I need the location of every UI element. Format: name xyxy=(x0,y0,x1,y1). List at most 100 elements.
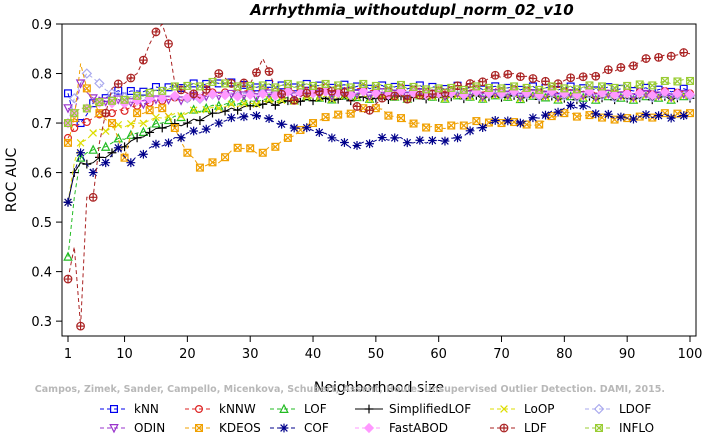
legend-label: SimplifiedLOF xyxy=(389,402,471,416)
data-point xyxy=(107,148,117,158)
data-point xyxy=(528,89,538,99)
marker-cross xyxy=(64,119,72,127)
data-point xyxy=(572,112,581,121)
data-point xyxy=(195,163,204,172)
legend-item-LOF: LOF xyxy=(270,402,327,416)
marker-plus xyxy=(202,86,210,93)
marker-ring xyxy=(440,88,450,98)
data-point xyxy=(515,118,525,128)
data-point xyxy=(76,321,85,331)
marker-box xyxy=(422,123,431,132)
data-point xyxy=(202,105,211,114)
y-tick-label: 0.9 xyxy=(31,18,52,33)
data-point xyxy=(126,158,136,168)
marker-box xyxy=(170,82,179,91)
x-tick-label: 80 xyxy=(556,347,573,362)
data-point xyxy=(257,88,268,100)
data-point xyxy=(623,81,632,90)
data-point xyxy=(221,79,230,88)
data-point xyxy=(113,143,123,153)
data-point xyxy=(684,89,696,100)
marker-cross xyxy=(472,117,481,125)
data-point xyxy=(152,113,160,122)
marker-plus xyxy=(542,77,549,85)
marker-plus xyxy=(655,53,662,61)
series-COF xyxy=(63,100,691,207)
data-point xyxy=(270,100,280,110)
legend-marker xyxy=(195,424,204,433)
marker-cross xyxy=(133,91,141,100)
marker-plus xyxy=(454,82,461,90)
marker-cross xyxy=(120,153,129,162)
data-point xyxy=(566,73,576,83)
data-point xyxy=(157,123,167,133)
marker-plus xyxy=(617,64,625,71)
marker-cross xyxy=(170,124,179,132)
marker-cross xyxy=(70,109,79,117)
data-point xyxy=(647,90,658,101)
data-point xyxy=(189,106,198,114)
marker-cross xyxy=(258,81,267,90)
marker-box xyxy=(648,81,657,90)
data-point xyxy=(69,93,80,104)
plot-area-frame xyxy=(61,23,697,337)
data-point xyxy=(158,104,167,113)
marker-box xyxy=(585,111,594,120)
legend-item-LDF: LDF xyxy=(490,421,547,434)
data-point xyxy=(94,78,105,89)
marker-cross xyxy=(221,79,229,88)
data-point xyxy=(510,118,519,127)
marker-cross xyxy=(321,80,330,88)
marker-box xyxy=(522,120,531,129)
marker-plus xyxy=(253,69,260,76)
data-point xyxy=(365,139,374,149)
legend-item-kNNW: kNNW xyxy=(185,402,256,416)
data-point xyxy=(384,83,393,92)
marker-cross xyxy=(623,82,631,90)
marker-cross xyxy=(522,84,531,92)
data-point xyxy=(591,109,601,119)
data-point xyxy=(113,79,123,89)
marker-cross xyxy=(409,83,418,91)
data-point xyxy=(240,99,248,108)
marker-box xyxy=(585,81,594,90)
marker-cross xyxy=(485,84,493,92)
data-point xyxy=(685,76,694,85)
marker-cross xyxy=(397,114,405,122)
marker-cross xyxy=(108,96,116,105)
data-point xyxy=(246,81,255,90)
marker-ring xyxy=(402,94,412,104)
marker-plus xyxy=(500,424,508,432)
marker-plus xyxy=(592,72,600,80)
marker-box xyxy=(133,91,142,100)
data-point xyxy=(346,109,355,118)
data-point xyxy=(634,87,645,99)
data-point xyxy=(169,90,180,101)
data-point xyxy=(422,123,431,132)
y-tick-label: 0.8 xyxy=(31,68,52,83)
marker-box xyxy=(434,123,443,132)
marker-cross xyxy=(64,139,72,147)
data-point xyxy=(434,123,443,132)
marker-plus xyxy=(127,74,135,82)
x-tick-label: 40 xyxy=(305,347,322,362)
data-point xyxy=(415,135,425,145)
marker-ring xyxy=(277,89,287,99)
marker-cross xyxy=(196,163,204,172)
data-point xyxy=(214,104,223,113)
marker-cross xyxy=(183,148,192,157)
marker-ring xyxy=(126,73,136,83)
marker-box xyxy=(195,163,204,172)
marker-box xyxy=(70,109,79,118)
marker-box xyxy=(623,81,632,90)
data-point xyxy=(352,102,362,111)
marker-box xyxy=(547,112,556,121)
data-point xyxy=(82,104,91,113)
marker-box xyxy=(459,85,468,94)
marker-plus xyxy=(215,70,223,77)
data-point xyxy=(82,118,91,127)
data-point xyxy=(145,88,154,97)
data-point xyxy=(76,148,85,158)
data-point xyxy=(283,79,292,88)
marker-box xyxy=(472,82,481,91)
